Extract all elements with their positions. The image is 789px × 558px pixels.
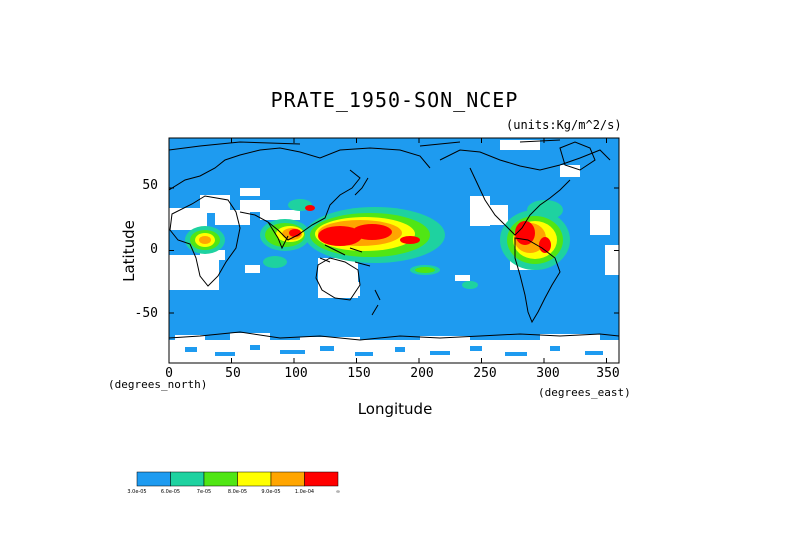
units-label: (units:Kg/m^2/s) — [506, 118, 622, 132]
legend-swatch — [237, 471, 272, 487]
tick-marks — [168, 138, 619, 363]
legend-colorbar — [136, 471, 339, 487]
x-tick-150: 150 — [347, 366, 371, 381]
legend-label: 7e-05 — [197, 489, 211, 495]
x-axis-min-caption: (degrees_north) — [108, 378, 208, 391]
legend-label: 8.0e-05 — [228, 489, 247, 495]
map-title: PRATE_1950-SON_NCEP — [270, 88, 519, 112]
legend-label: 6.0e-05 — [161, 489, 180, 495]
no-data-patches — [169, 140, 619, 363]
x-tick-250: 250 — [473, 366, 497, 381]
legend-label: 1.0e-04 — [295, 489, 314, 495]
y-tick-minus-50: -50 — [134, 306, 158, 321]
legend-swatch — [136, 471, 171, 487]
legend-swatch — [270, 471, 305, 487]
x-tick-50: 50 — [225, 366, 241, 381]
legend-swatch — [170, 471, 205, 487]
y-tick-50: 50 — [142, 178, 158, 193]
x-axis-max-caption: (degrees_east) — [538, 386, 631, 399]
map-field — [169, 138, 619, 363]
x-axis-label: Longitude — [357, 400, 433, 418]
x-tick-200: 200 — [410, 366, 434, 381]
antarctic-speckles — [185, 345, 603, 356]
legend-swatch — [304, 471, 339, 487]
x-tick-300: 300 — [536, 366, 560, 381]
x-tick-0: 0 — [165, 366, 173, 381]
legend-swatch — [203, 471, 238, 487]
legend-label: ∞ — [336, 489, 340, 495]
y-axis-label: Latitude — [120, 220, 138, 282]
legend-label: 3.0e-05 — [127, 489, 146, 495]
x-tick-350: 350 — [596, 366, 620, 381]
y-tick-0: 0 — [150, 242, 158, 257]
x-tick-100: 100 — [284, 366, 308, 381]
legend-label: 9.0e-05 — [261, 489, 280, 495]
legend-labels: 3.0e-05 6.0e-05 7e-05 8.0e-05 9.0e-05 1.0e-04… — [127, 489, 340, 495]
coastlines — [169, 139, 619, 341]
